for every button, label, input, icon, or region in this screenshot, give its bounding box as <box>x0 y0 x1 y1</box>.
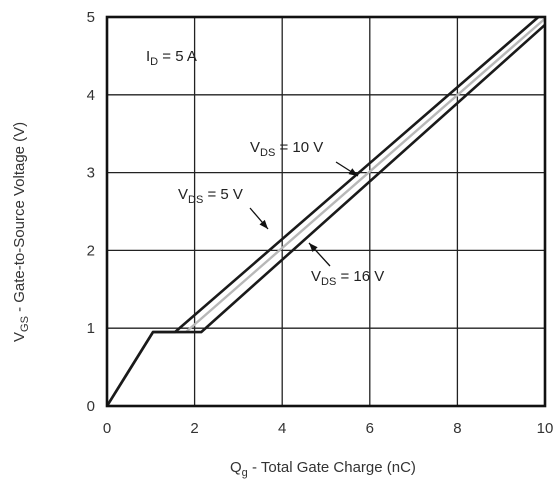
x-axis-label: Qg - Total Gate Charge (nC) <box>230 459 416 479</box>
x-tick-labels: 0 2 4 6 8 10 <box>103 420 554 437</box>
series-line-vds-16-v <box>105 23 546 407</box>
x-tick-label: 2 <box>190 420 198 437</box>
condition-label: ID = 5 A <box>146 48 197 68</box>
y-tick-label: 2 <box>87 242 95 259</box>
series-label-vds-16: VDS = 16 V <box>311 268 384 288</box>
y-axis-label: VGS - Gate-to-Source Voltage (V) <box>11 122 31 342</box>
annotation-arrows <box>249 161 359 267</box>
y-tick-label: 5 <box>87 9 95 26</box>
arrow-vds-5-head <box>259 219 268 229</box>
y-tick-label: 1 <box>87 320 95 337</box>
y-tick-labels: 0 1 2 3 4 5 <box>87 9 95 415</box>
series-label-vds-5: VDS = 5 V <box>178 186 243 206</box>
y-tick-label: 0 <box>87 398 95 415</box>
y-tick-label: 4 <box>87 87 95 104</box>
x-tick-label: 0 <box>103 420 111 437</box>
x-tick-label: 4 <box>278 420 286 437</box>
arrow-vds-10-head <box>348 168 358 176</box>
y-tick-label: 3 <box>87 165 95 182</box>
arrow-vds-16-head <box>309 243 318 253</box>
series-lines <box>105 16 546 407</box>
series-line-vds-10-v <box>105 17 546 407</box>
x-tick-label: 8 <box>453 420 461 437</box>
series-label-vds-10: VDS = 10 V <box>250 139 323 159</box>
x-tick-label: 6 <box>366 420 374 437</box>
x-tick-label: 10 <box>537 420 554 437</box>
plot-frame <box>105 15 547 408</box>
